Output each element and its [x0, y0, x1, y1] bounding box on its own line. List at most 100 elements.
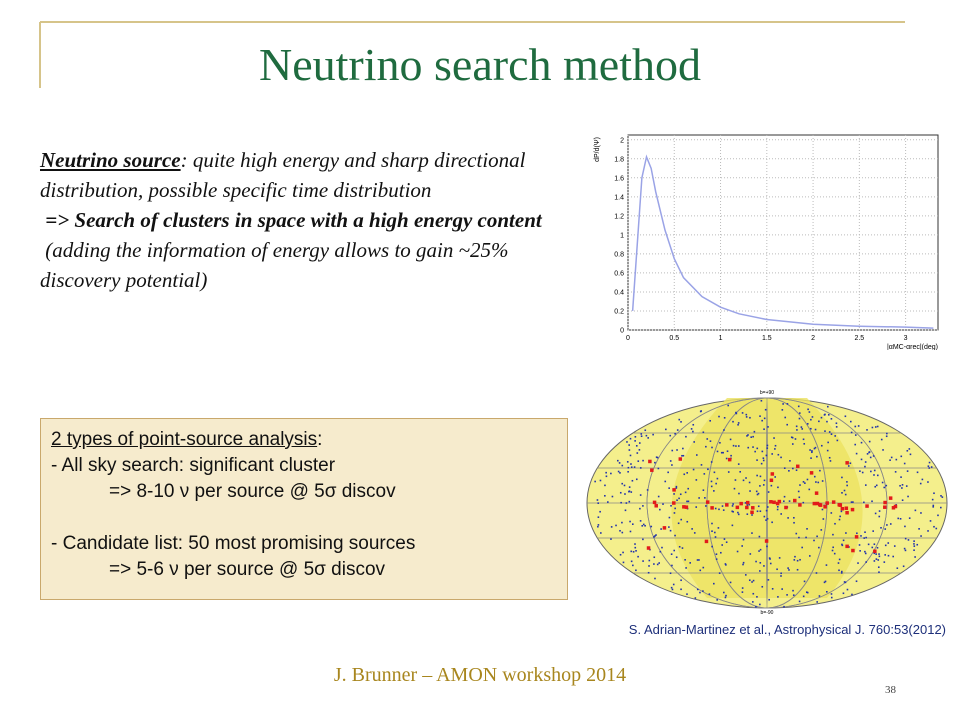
source-dot — [851, 548, 855, 553]
event-dot — [746, 513, 749, 515]
event-dot — [808, 555, 811, 557]
source-dot — [652, 500, 657, 505]
event-dot — [802, 501, 805, 504]
y-tick-label: 1 — [620, 232, 624, 239]
event-dot — [642, 459, 644, 462]
event-dot — [669, 434, 672, 437]
event-dot — [723, 538, 726, 540]
event-dot — [869, 456, 872, 459]
event-dot — [904, 549, 907, 552]
event-dot — [597, 525, 599, 528]
event-dot — [680, 588, 682, 591]
event-dot — [864, 552, 867, 555]
event-dot — [685, 435, 687, 438]
analysis-box: 2 types of point-source analysis: - All … — [40, 418, 568, 600]
event-dot — [729, 438, 732, 441]
event-dot — [715, 553, 718, 555]
source-dot — [770, 472, 775, 476]
event-dot — [626, 441, 628, 443]
event-dot — [928, 461, 931, 464]
event-dot — [818, 546, 820, 549]
event-dot — [695, 454, 698, 456]
event-dot — [941, 496, 944, 498]
event-dot — [813, 539, 815, 542]
box-heading: 2 types of point-source analysis: — [51, 427, 557, 453]
event-dot — [847, 465, 850, 467]
event-dot — [878, 510, 881, 512]
event-dot — [933, 492, 935, 495]
event-dot — [790, 436, 793, 439]
event-dot — [737, 511, 739, 514]
event-dot — [731, 524, 734, 527]
event-dot — [735, 445, 737, 447]
event-dot — [780, 572, 782, 575]
event-dot — [687, 500, 690, 503]
event-dot — [871, 546, 874, 549]
event-dot — [906, 449, 909, 452]
event-dot — [904, 525, 906, 528]
event-dot — [700, 464, 703, 466]
event-dot — [798, 600, 801, 603]
event-dot — [820, 529, 823, 531]
event-dot — [777, 486, 779, 489]
event-dot — [876, 425, 879, 428]
event-dot — [692, 423, 695, 426]
event-dot — [763, 565, 765, 567]
event-dot — [747, 446, 750, 449]
source-dot — [883, 500, 887, 505]
event-dot — [892, 555, 895, 558]
event-dot — [717, 527, 720, 529]
y-tick-label: 1.6 — [614, 175, 624, 182]
event-dot — [735, 411, 737, 414]
event-dot — [634, 543, 636, 545]
event-dot — [744, 502, 747, 504]
event-dot — [644, 524, 646, 527]
event-dot — [671, 464, 673, 466]
event-dot — [619, 491, 622, 494]
event-dot — [768, 557, 771, 559]
event-dot — [920, 512, 922, 514]
plot-area — [627, 134, 939, 331]
event-dot — [805, 591, 808, 593]
event-dot — [745, 416, 748, 418]
event-dot — [714, 531, 716, 534]
event-dot — [899, 518, 902, 520]
event-dot — [759, 485, 761, 487]
event-dot — [878, 555, 881, 558]
event-dot — [811, 451, 813, 454]
event-dot — [761, 450, 764, 453]
event-dot — [865, 536, 867, 539]
event-dot — [865, 561, 867, 563]
event-dot — [820, 416, 823, 419]
event-dot — [631, 523, 634, 525]
event-dot — [741, 587, 744, 589]
source-dot — [648, 459, 652, 464]
event-dot — [803, 443, 806, 445]
event-dot — [806, 528, 808, 530]
event-dot — [826, 420, 828, 423]
source-dot — [704, 539, 709, 544]
event-dot — [877, 566, 880, 569]
event-dot — [642, 538, 644, 541]
event-dot — [797, 405, 800, 408]
event-dot — [802, 481, 805, 483]
event-dot — [627, 466, 630, 469]
event-dot — [731, 505, 734, 507]
event-dot — [872, 455, 875, 457]
y-tick-label: 0.2 — [614, 308, 624, 315]
event-dot — [809, 449, 811, 451]
event-dot — [896, 567, 899, 570]
event-dot — [718, 572, 721, 574]
event-dot — [621, 464, 624, 467]
source-dot — [873, 549, 877, 554]
event-dot — [619, 472, 621, 474]
event-dot — [799, 484, 801, 486]
pole-label: b=-90 — [761, 610, 774, 615]
event-dot — [846, 481, 848, 483]
event-dot — [840, 572, 843, 574]
event-dot — [741, 591, 744, 593]
event-dot — [699, 591, 701, 594]
source-dot — [888, 496, 893, 500]
event-dot — [656, 456, 659, 459]
event-dot — [867, 543, 870, 546]
